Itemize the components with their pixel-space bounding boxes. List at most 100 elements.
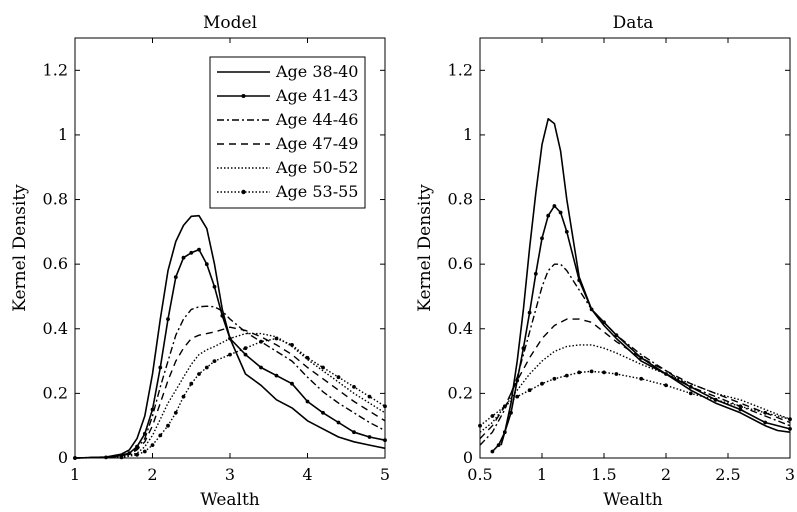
model-y-tick-label: 0.2 bbox=[43, 383, 68, 402]
legend-label-age-47-49: Age 47-49 bbox=[275, 134, 358, 153]
data-y-axis-title: Kernel Density bbox=[415, 184, 435, 312]
model-marker-age-53-55 bbox=[259, 339, 263, 344]
legend-box bbox=[209, 56, 366, 209]
legend-label-age-44-46: Age 44-46 bbox=[275, 110, 358, 129]
legend-label-age-41-43: Age 41-43 bbox=[275, 86, 358, 105]
model-marker-age-41-43 bbox=[259, 365, 263, 370]
data-x-tick-label: 1.5 bbox=[591, 465, 616, 484]
model-marker-age-41-43 bbox=[212, 284, 217, 289]
data-marker-age-53-55 bbox=[552, 376, 557, 381]
model-y-tick-label: 1 bbox=[58, 125, 68, 144]
data-y-tick-label: 0 bbox=[463, 448, 473, 467]
model-marker-age-53-55 bbox=[212, 359, 217, 363]
model-marker-age-53-55 bbox=[274, 336, 279, 341]
model-y-tick-label: 1.2 bbox=[43, 60, 68, 79]
data-series-age-44-46 bbox=[479, 263, 791, 446]
data-y-tick-label: 0.6 bbox=[448, 254, 473, 273]
model-x-tick-label: 3 bbox=[225, 465, 235, 484]
model-marker-age-53-55 bbox=[173, 410, 178, 415]
model-marker-age-53-55 bbox=[305, 355, 310, 360]
model-marker-age-53-55 bbox=[321, 365, 325, 370]
model-series-age-50-52 bbox=[74, 332, 386, 459]
model-marker-age-41-43 bbox=[197, 247, 201, 252]
model-x-tick-label: 1 bbox=[70, 465, 80, 484]
model-marker-age-41-43 bbox=[173, 275, 178, 279]
data-x-tick-label: 3 bbox=[785, 465, 795, 484]
legend-entry-age-53-55: Age 53-55 bbox=[217, 182, 358, 201]
model-y-tick-label: 0.8 bbox=[43, 190, 68, 209]
data-x-axis-title: Wealth bbox=[603, 490, 663, 510]
data-x-tick-label: 2 bbox=[661, 465, 671, 484]
model-marker-age-53-55 bbox=[150, 443, 155, 447]
model-marker-age-41-43 bbox=[166, 317, 170, 321]
legend-label-age-38-40: Age 38-40 bbox=[275, 62, 358, 81]
data-marker-age-41-43 bbox=[540, 236, 544, 241]
data-marker-age-41-43 bbox=[558, 210, 563, 215]
data-series-age-53-55 bbox=[479, 370, 791, 427]
model-marker-age-41-43 bbox=[243, 352, 248, 357]
model-x-tick-label: 4 bbox=[302, 465, 312, 484]
data-marker-age-53-55 bbox=[490, 414, 495, 418]
model-marker-age-53-55 bbox=[197, 372, 201, 376]
legend-entry-age-38-40: Age 38-40 bbox=[217, 62, 358, 81]
data-marker-age-53-55 bbox=[515, 394, 520, 399]
data-marker-age-53-55 bbox=[738, 404, 743, 409]
model-marker-age-41-43 bbox=[189, 250, 194, 255]
data-marker-age-53-55 bbox=[688, 391, 693, 396]
data-ticks: 0.5 1 1.5 2 2.5 3 0 0.2 0.4 0.6 0.8 1 1.2 bbox=[448, 38, 795, 484]
data-y-tick-label: 0.2 bbox=[448, 383, 473, 402]
model-marker-age-53-55 bbox=[290, 343, 294, 347]
model-marker-age-53-55 bbox=[243, 346, 248, 351]
data-y-tick-label: 0.4 bbox=[448, 319, 473, 338]
data-axes-frame bbox=[479, 37, 791, 459]
data-marker-age-53-55 bbox=[602, 370, 606, 375]
model-marker-age-41-43 bbox=[220, 313, 225, 318]
data-marker-age-53-55 bbox=[713, 397, 718, 402]
model-marker-age-53-55 bbox=[181, 394, 186, 399]
data-marker-age-53-55 bbox=[577, 370, 582, 375]
model-marker-age-41-43 bbox=[305, 399, 310, 404]
data-marker-age-41-43 bbox=[738, 407, 743, 412]
data-marker-age-53-55 bbox=[763, 410, 768, 415]
data-marker-age-53-55 bbox=[664, 383, 668, 388]
model-marker-age-53-55 bbox=[166, 423, 170, 428]
data-y-tick-label: 1 bbox=[463, 125, 473, 144]
model-marker-age-41-43 bbox=[274, 373, 279, 378]
model-y-axis-title: Kernel Density bbox=[10, 184, 30, 312]
model-plot-area bbox=[73, 214, 387, 460]
model-marker-age-53-55 bbox=[119, 455, 124, 460]
legend-label-age-53-55: Age 53-55 bbox=[275, 182, 358, 201]
model-marker-age-41-43 bbox=[352, 430, 356, 435]
model-marker-age-53-55 bbox=[352, 385, 356, 389]
model-marker-age-53-55 bbox=[228, 352, 232, 357]
data-marker-age-41-43 bbox=[546, 213, 551, 218]
model-marker-age-53-55 bbox=[336, 375, 341, 380]
model-marker-age-53-55 bbox=[135, 452, 139, 457]
model-marker-age-53-55 bbox=[142, 449, 147, 454]
model-series-age-38-40 bbox=[74, 214, 386, 459]
model-marker-age-53-55 bbox=[367, 394, 372, 399]
data-marker-age-41-43 bbox=[639, 355, 644, 360]
data-marker-age-41-43 bbox=[509, 410, 513, 415]
legend-marker-age-53-55 bbox=[241, 189, 246, 195]
data-marker-age-53-55 bbox=[540, 381, 544, 386]
data-y-tick-label: 0.8 bbox=[448, 190, 473, 209]
data-x-tick-label: 2.5 bbox=[715, 465, 740, 484]
model-marker-age-41-43 bbox=[321, 410, 325, 415]
model-panel-title: Model bbox=[203, 13, 257, 33]
data-y-tick-label: 1.2 bbox=[448, 60, 473, 79]
model-marker-age-41-43 bbox=[336, 420, 341, 425]
model-marker-age-53-55 bbox=[189, 381, 194, 386]
model-marker-age-41-43 bbox=[290, 381, 294, 386]
model-marker-age-53-55 bbox=[158, 433, 163, 438]
data-marker-age-53-55 bbox=[564, 373, 569, 378]
data-marker-age-53-55 bbox=[502, 404, 507, 409]
legend: Age 38-40 Age 41-43 Age 44-46 Age 47-49 … bbox=[209, 56, 366, 209]
data-panel: Data 0.5 1 1.5 2 2.5 3 0 0.2 0.4 0.6 0.8 1 1.2 Wealt… bbox=[415, 13, 795, 510]
data-x-tick-label: 1 bbox=[537, 465, 547, 484]
model-x-axis-title: Wealth bbox=[200, 490, 260, 510]
data-marker-age-41-43 bbox=[577, 278, 582, 283]
legend-entry-age-50-52: Age 50-52 bbox=[217, 158, 358, 177]
legend-entry-age-47-49: Age 47-49 bbox=[217, 134, 358, 153]
